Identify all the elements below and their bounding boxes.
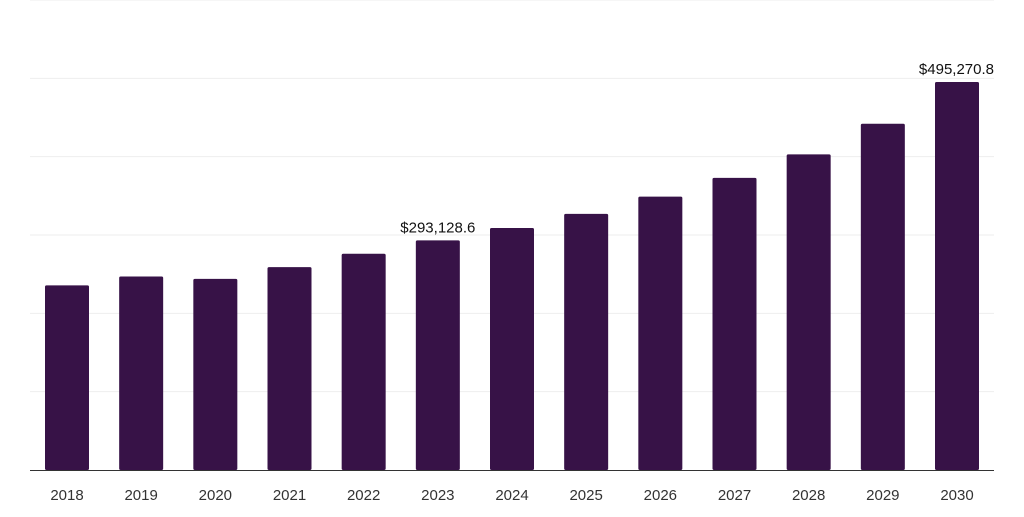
data-labels: $293,128.6 $495,270.8 <box>400 61 994 236</box>
bars <box>45 82 979 471</box>
x-tick-label-2028: 2028 <box>792 487 825 504</box>
bar-2024 <box>490 227 534 470</box>
x-tick-labels: 2018 2019 2020 2021 2022 2023 2024 2025 2026 2027… <box>50 487 973 504</box>
x-tick-label-2024: 2024 <box>495 487 528 504</box>
x-tick-label-2021: 2021 <box>273 487 306 504</box>
bar-2018 <box>45 285 89 470</box>
x-tick-label-2019: 2019 <box>124 487 157 504</box>
bar-2026 <box>638 196 683 470</box>
x-tick-label-2018: 2018 <box>50 487 83 504</box>
bar-2030 <box>935 82 979 470</box>
bar-2028 <box>786 154 831 471</box>
x-tick-label-2023: 2023 <box>421 487 454 504</box>
x-tick-label-2020: 2020 <box>199 487 232 504</box>
bar-2021 <box>267 267 312 470</box>
x-tick-label-2022: 2022 <box>347 487 380 504</box>
x-tick-label-2025: 2025 <box>569 487 602 504</box>
x-tick-label-2029: 2029 <box>866 487 899 504</box>
x-tick-label-2030: 2030 <box>940 487 973 504</box>
x-tick-label-2026: 2026 <box>644 487 677 504</box>
bar-2025 <box>564 213 609 470</box>
data-label-2030: $495,270.8 <box>919 61 994 78</box>
x-tick-label-2027: 2027 <box>718 487 751 504</box>
bar-2027 <box>712 177 757 471</box>
bar-2019 <box>119 276 164 470</box>
bar-2029 <box>860 123 905 471</box>
bar-2020 <box>193 278 238 470</box>
bar-2022 <box>341 253 386 470</box>
data-label-2023: $293,128.6 <box>400 219 475 236</box>
bar-2023 <box>415 240 460 470</box>
